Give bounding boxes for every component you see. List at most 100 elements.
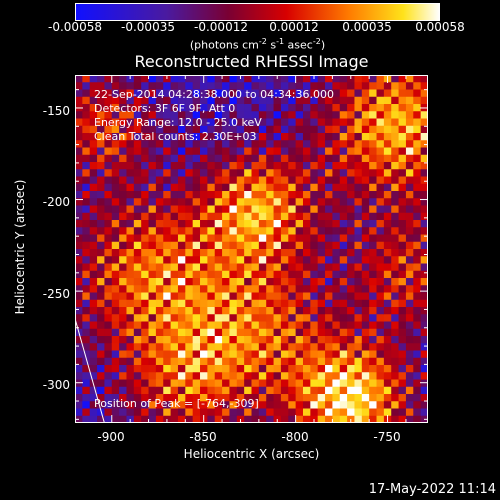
heatmap-cell [200,147,208,156]
heatmap-cell [325,365,333,373]
heatmap-cell [170,96,179,105]
heatmap-cell [332,125,341,134]
heatmap-cell [229,198,238,207]
heatmap-cell [75,162,83,170]
heatmap-cell [82,162,91,170]
heatmap-cell [236,307,245,315]
heatmap-cell [391,365,400,373]
heatmap-cell [244,212,253,221]
heatmap-cell [405,372,414,381]
heatmap-cell [155,336,164,344]
heatmap-cell [354,299,363,308]
heatmap-cell [398,328,407,337]
heatmap-cell [200,285,208,294]
heatmap-cell [192,162,201,170]
heatmap-cell [163,147,172,156]
heatmap-cell [405,299,414,308]
heatmap-cell [280,198,289,207]
heatmap-cell [273,350,282,359]
heatmap-cell [413,111,422,120]
heatmap-cell [111,220,120,228]
heatmap-cell [266,292,275,301]
heatmap-cell [192,205,201,214]
heatmap-cell [339,205,348,214]
heatmap-cell [177,249,186,257]
heatmap-cell [104,82,113,91]
heatmap-cell [170,307,179,315]
heatmap-cell [163,205,172,214]
heatmap-cell [104,415,113,423]
heatmap-cell [325,111,333,120]
heatmap-cell [200,169,208,178]
heatmap-cell [177,270,186,279]
heatmap-cell [222,270,231,279]
heatmap-cell [207,263,216,272]
heatmap-cell [280,263,289,272]
heatmap-cell [420,191,428,199]
heatmap-cell [236,147,245,156]
heatmap-cell [155,162,164,170]
heatmap-cell [280,205,289,214]
heatmap-cell [317,162,326,170]
heatmap-cell [405,241,414,250]
heatmap-cell [141,111,150,120]
heatmap-cell [310,314,319,323]
heatmap-cell [302,292,311,301]
heatmap-cell [111,278,120,286]
heatmap-cell [332,408,341,417]
heatmap-cell [251,241,260,250]
heatmap-cell [369,350,378,359]
heatmap-cell [192,328,201,337]
heatmap-cell [126,220,135,228]
heatmap-cell [391,343,400,352]
heatmap-cell [325,234,333,243]
colorbar-ticks: -0.00058 -0.00035 -0.00012 0.00012 0.000… [48,20,465,34]
heatmap-cell [222,133,231,141]
heatmap-cell [391,118,400,127]
heatmap-cell [302,82,311,91]
heatmap-cell [325,183,333,192]
heatmap-cell [207,198,216,207]
x-tick-label: -800 [281,430,309,444]
heatmap-cell [280,328,289,337]
heatmap-cell [244,154,253,163]
heatmap-cell [133,241,142,250]
heatmap-cell [89,314,98,323]
heatmap-cell [185,394,194,402]
heatmap-cell [251,379,260,388]
heatmap-cell [391,314,400,323]
heatmap-cell [405,176,414,185]
heatmap-cell [133,183,142,192]
heatmap-cell [214,191,223,199]
heatmap-cell [177,256,186,265]
heatmap-cell [177,205,186,214]
heatmap-cell [229,372,238,381]
heatmap-cell [383,263,392,272]
heatmap-cell [383,176,392,185]
heatmap-cell [332,379,341,388]
heatmap-cell [398,89,407,98]
heatmap-cell [244,205,253,214]
heatmap-cell [75,176,83,185]
heatmap-cell [155,133,164,141]
heatmap-cell [295,328,304,337]
heatmap-cell [97,314,106,323]
heatmap-cell [332,147,341,156]
heatmap-cell [405,350,414,359]
heatmap-cell [104,270,113,279]
heatmap-cell [354,278,363,286]
heatmap-cell [347,357,356,366]
heatmap-cell [273,104,282,112]
heatmap-cell [391,372,400,381]
heatmap-cell [317,234,326,243]
heatmap-cell [155,401,164,410]
heatmap-cell [214,89,223,98]
heatmap-cell [229,328,238,337]
heatmap-cell [325,154,333,163]
heatmap-cell [280,343,289,352]
heatmap-cell [251,256,260,265]
heatmap-cell [258,176,267,185]
heatmap-cell [413,401,422,410]
heatmap-cell [398,212,407,221]
heatmap-cell [177,336,186,344]
